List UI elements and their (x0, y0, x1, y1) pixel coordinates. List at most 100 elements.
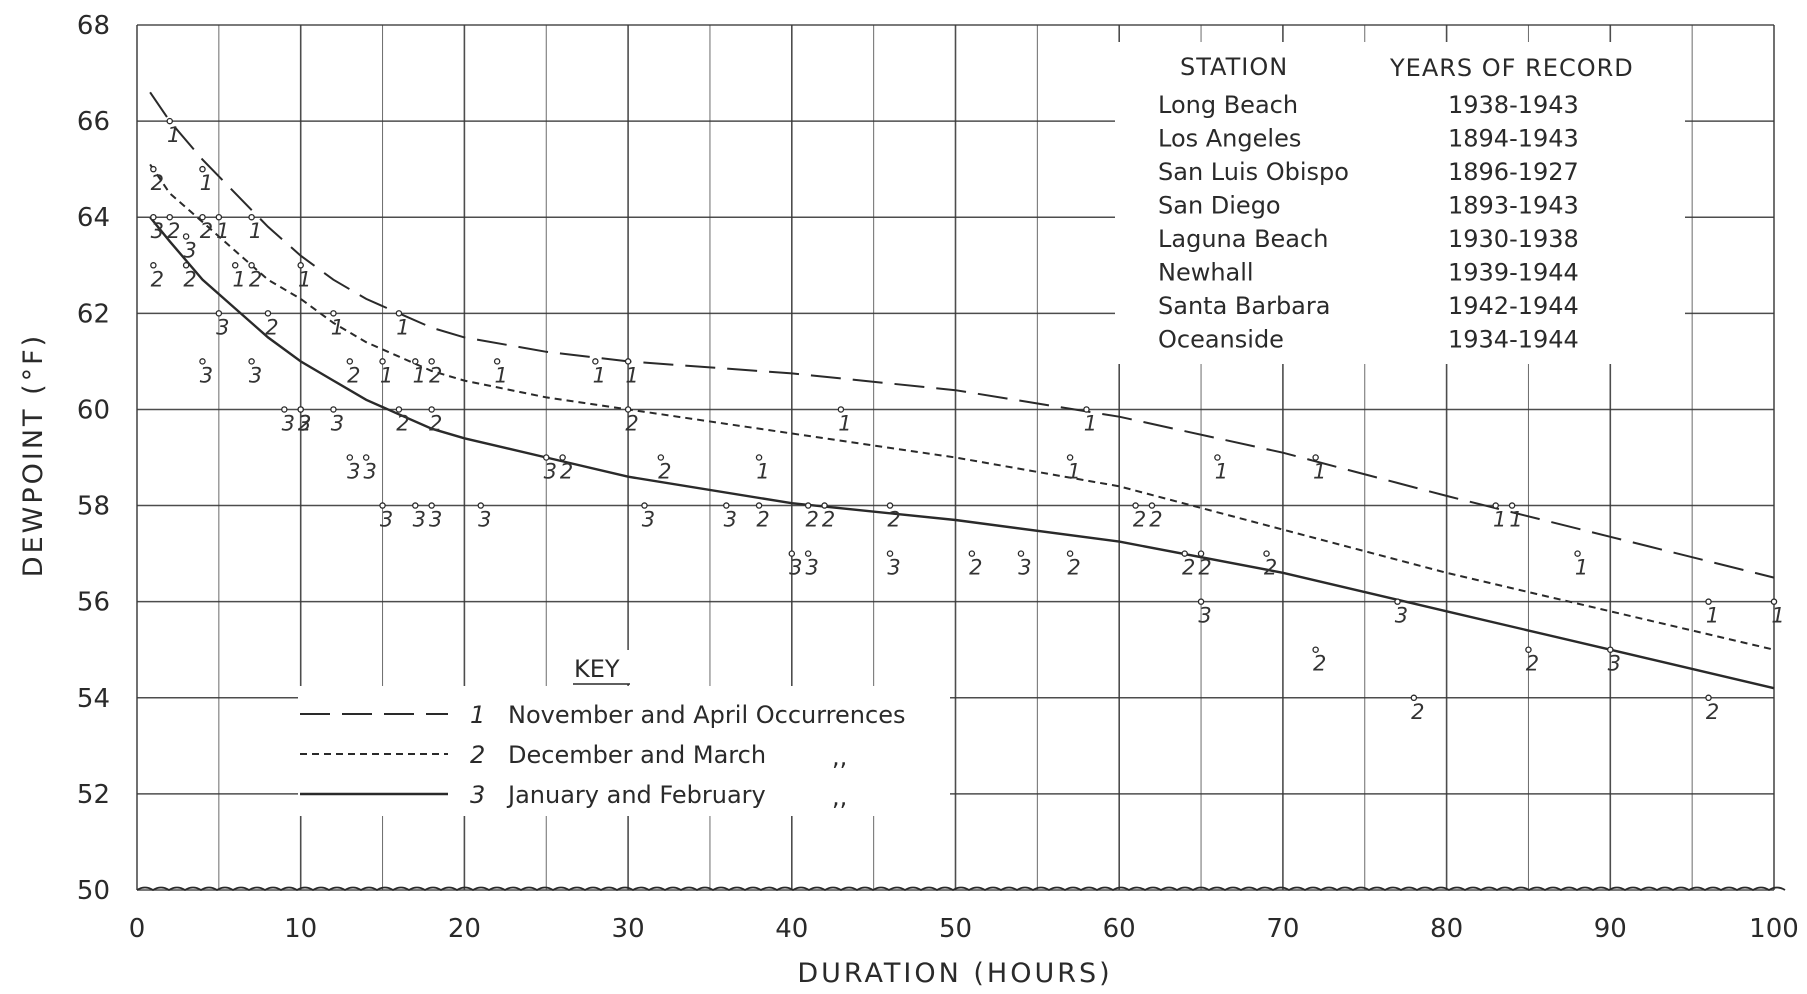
data-point-2 (657, 454, 665, 461)
data-point-3 (1017, 550, 1025, 557)
data-point-1 (199, 165, 206, 173)
x-tick-label: 10 (284, 914, 317, 944)
table-station-name: Laguna Beach (1158, 225, 1328, 253)
y-tick-label: 66 (77, 107, 110, 137)
data-point-3 (788, 550, 796, 557)
data-point-2 (248, 262, 255, 269)
data-point-1 (330, 310, 337, 317)
data-point-1 (1508, 502, 1516, 509)
data-point-label: 1 (1067, 460, 1080, 484)
data-point-label: 1 (167, 123, 180, 147)
data-point-label: 1 (1313, 460, 1326, 484)
table-header-years: YEARS OF RECORD (1389, 54, 1634, 82)
data-point-3 (248, 358, 255, 365)
x-tick-label: 80 (1430, 914, 1463, 944)
data-point-3 (543, 454, 550, 461)
y-tick-label: 62 (77, 299, 110, 329)
data-point-label: 2 (1706, 700, 1719, 724)
data-point-label: 2 (560, 460, 573, 484)
data-point-label: 1 (1493, 508, 1506, 532)
data-point-1 (395, 310, 403, 317)
legend-label: January and February (506, 781, 766, 809)
data-point-label: 3 (380, 508, 393, 532)
data-point-1 (1492, 502, 1499, 509)
data-point-2 (1181, 550, 1188, 557)
data-point-label: 2 (658, 460, 671, 484)
data-point-1 (837, 406, 845, 413)
data-point-2 (166, 213, 173, 221)
data-point-2 (182, 262, 190, 269)
y-tick-label: 54 (77, 684, 110, 714)
data-point-label: 3 (478, 508, 491, 532)
x-tick-label: 30 (612, 914, 645, 944)
data-point-2 (755, 502, 763, 509)
table-years-of-record: 1938-1943 (1448, 91, 1579, 119)
data-point-label: 3 (331, 411, 344, 435)
table-station-name: Oceanside (1158, 326, 1284, 354)
series-curve-3 (149, 216, 1775, 690)
data-point-1 (755, 454, 763, 461)
x-tick-labels: 0 10 20 30 40 50 60 70 80 90 100 (129, 914, 1799, 944)
data-point-1 (1083, 406, 1090, 413)
data-point-1 (1770, 598, 1778, 605)
data-point-2 (1197, 550, 1205, 557)
data-point-1 (1574, 550, 1581, 557)
data-point-label: 1 (494, 363, 507, 387)
data-point-label: 1 (200, 171, 213, 195)
data-point-label: 2 (1149, 508, 1162, 532)
data-point-3 (346, 454, 354, 461)
data-point-label: 1 (216, 219, 229, 243)
data-point-label: 3 (724, 508, 737, 532)
table-years-of-record: 1893-1943 (1448, 192, 1579, 220)
y-tick-label: 68 (77, 11, 110, 41)
data-point-label: 2 (298, 411, 311, 435)
legend-ditto-mark: ,, (832, 783, 847, 811)
legend-ditto-mark: ,, (832, 743, 847, 771)
data-point-label: 2 (969, 556, 982, 580)
data-point-label: 3 (298, 411, 311, 435)
key-title-background (568, 650, 636, 684)
data-point-label: 3 (642, 508, 655, 532)
table-years-of-record: 1934-1944 (1448, 326, 1579, 354)
x-axis-baseline (136, 886, 1786, 892)
data-point-label: 1 (298, 267, 311, 291)
data-point-3 (1394, 598, 1401, 605)
data-point-3 (723, 502, 730, 509)
data-point-2 (150, 262, 157, 269)
table-station-name: Newhall (1158, 259, 1254, 287)
data-point-3 (297, 406, 304, 413)
data-point-label: 3 (249, 363, 262, 387)
x-tick-label: 60 (1103, 914, 1136, 944)
data-point-1 (1312, 454, 1319, 461)
data-point-1 (1705, 598, 1712, 605)
data-point-label: 3 (363, 460, 376, 484)
data-point-label: 2 (167, 219, 180, 243)
table-years-of-record: 1942-1944 (1448, 292, 1579, 320)
data-point-3 (641, 502, 648, 509)
data-point-3 (1197, 598, 1205, 605)
data-point-label: 2 (1067, 556, 1080, 580)
data-point-label: 2 (1526, 652, 1539, 676)
data-point-label: 3 (282, 411, 295, 435)
data-point-label: 1 (396, 315, 409, 339)
data-point-label: 1 (593, 363, 606, 387)
data-point-label: 3 (544, 460, 557, 484)
legend-symbol: 2 (470, 741, 485, 769)
data-point-label: 3 (805, 556, 818, 580)
table-station-name: San Diego (1158, 192, 1281, 220)
series-curves (149, 91, 1775, 690)
data-point-label: 1 (756, 460, 769, 484)
table-rows: Long Beach 1938-1943 Los Angeles 1894-1943 S… (1158, 91, 1579, 354)
data-point-2 (264, 310, 272, 317)
y-tick-labels: 50 52 54 56 58 60 62 64 66 68 (77, 11, 110, 906)
data-point-1 (231, 262, 239, 269)
data-point-label: 1 (1509, 508, 1522, 532)
data-point-label: 2 (347, 363, 360, 387)
data-point-label: 2 (183, 267, 196, 291)
data-point-3 (199, 358, 206, 365)
x-tick-label: 70 (1266, 914, 1299, 944)
data-point-label: 2 (396, 411, 409, 435)
data-point-label: 1 (413, 363, 426, 387)
data-point-label: 2 (756, 508, 769, 532)
